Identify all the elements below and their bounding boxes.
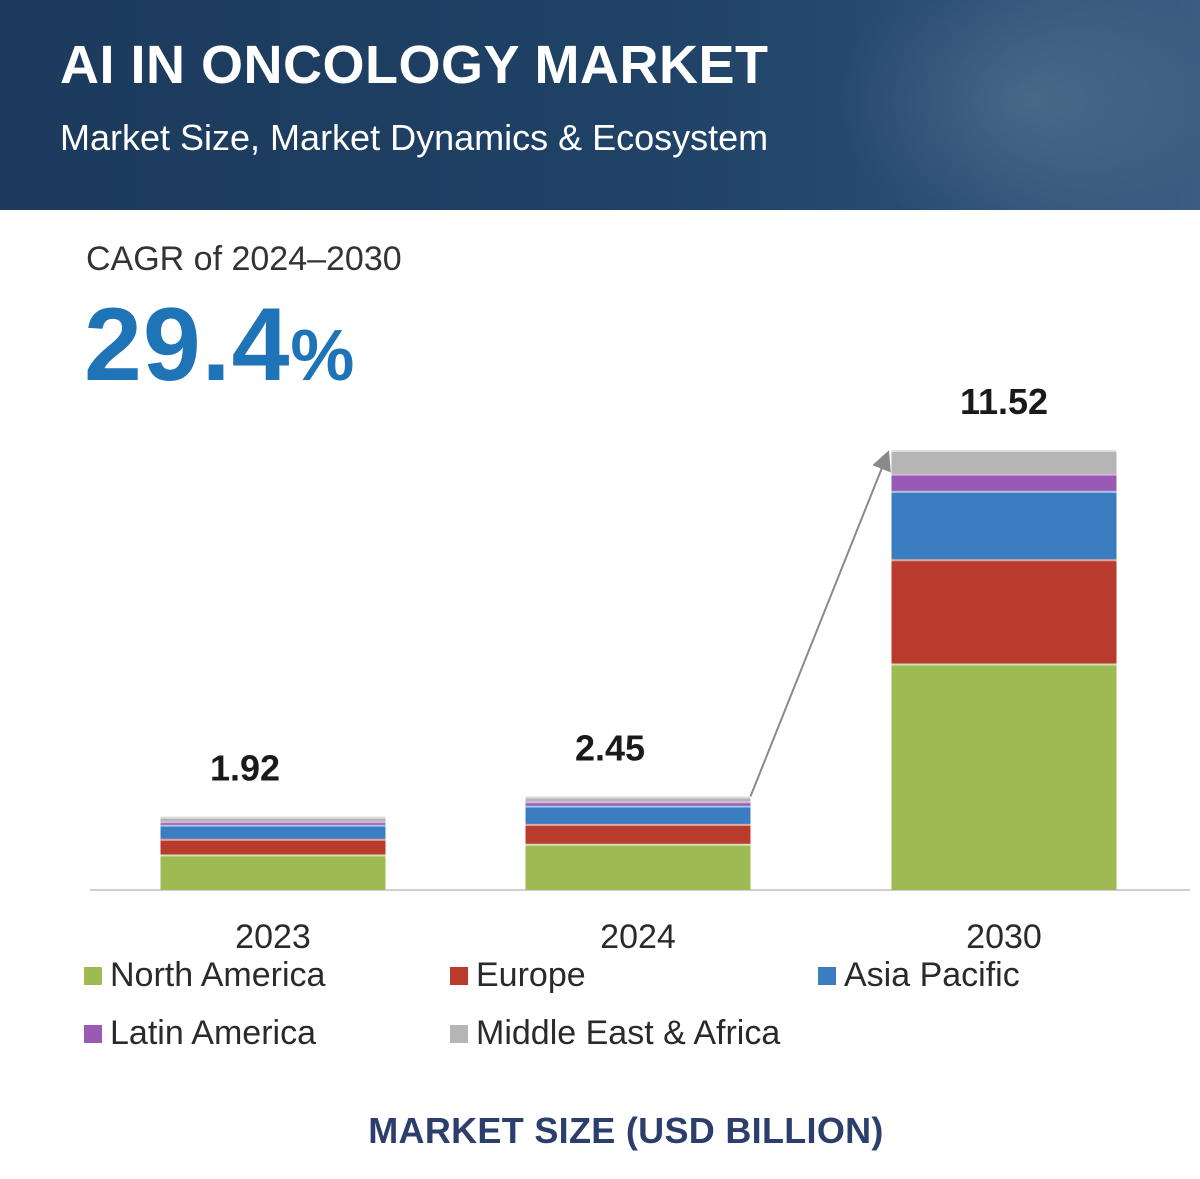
bar-segment-2024-middle-east-africa: [525, 796, 751, 802]
bar-total-label-2023: 1.92: [210, 748, 280, 789]
legend-label: Latin America: [110, 1014, 316, 1052]
chart-axis-title: MARKET SIZE (USD BILLION): [368, 1110, 884, 1151]
header-decoration: [820, 0, 1200, 210]
bar-segment-2030-middle-east-africa: [891, 450, 1117, 474]
legend-swatch: [84, 1024, 102, 1043]
bar-segment-2030-asia-pacific: [891, 490, 1117, 560]
bar-segment-2030-europe: [891, 559, 1117, 664]
bar-segment-separator: [525, 823, 751, 826]
x-tick-label-2024: 2024: [600, 918, 676, 956]
bar-segment-separator: [891, 490, 1117, 493]
legend-swatch: [84, 966, 102, 985]
cagr-unit: %: [290, 316, 356, 396]
bar-segment-separator: [891, 559, 1117, 562]
legend-swatch: [450, 966, 468, 985]
header-banner: AI IN ONCOLOGY MARKET Market Size, Marke…: [0, 0, 1200, 210]
legend-swatch: [450, 1024, 468, 1043]
bar-segment-separator: [525, 796, 751, 799]
cagr-value: 29.4%: [84, 286, 355, 405]
bar-segment-2024-north-america: [525, 843, 751, 890]
bar-segment-2030-north-america: [891, 663, 1117, 890]
legend-label: Asia Pacific: [844, 956, 1020, 994]
bar-segment-2024-europe: [525, 823, 751, 844]
bar-segment-separator: [160, 816, 386, 819]
page-subtitle: Market Size, Market Dynamics & Ecosystem: [60, 117, 769, 158]
x-tick-label-2023: 2023: [235, 918, 311, 956]
bar-segment-separator: [160, 838, 386, 841]
legend-item-north-america: North America: [84, 956, 325, 995]
legend-swatch: [818, 966, 836, 985]
legend-item-middle-east-africa: Middle East & Africa: [450, 1014, 780, 1053]
bars-group: 1.92 2023 2.45 2024 11.52 2030: [160, 381, 1117, 956]
bar-segment-2023-europe: [160, 838, 386, 855]
bar-segment-separator: [160, 854, 386, 857]
cagr-number: 29.4: [84, 287, 291, 403]
legend-item-europe: Europe: [450, 956, 586, 995]
bar-segment-separator: [525, 801, 751, 804]
legend-label: North America: [110, 956, 326, 994]
legend-item-latin-america: Latin America: [84, 1014, 316, 1053]
page-title: AI IN ONCOLOGY MARKET: [60, 35, 769, 95]
bar-segment-separator: [525, 843, 751, 846]
legend-label: Middle East & Africa: [476, 1014, 781, 1052]
growth-arrow: [749, 450, 891, 797]
bar-segment-separator: [891, 663, 1117, 666]
bar-segment-2024-asia-pacific: [525, 805, 751, 824]
bar-segment-2024-latin-america: [525, 801, 751, 806]
bar-segment-separator: [891, 473, 1117, 476]
bar-segment-separator: [891, 450, 1117, 452]
bar-total-label-2030: 11.52: [960, 381, 1048, 422]
bar-segment-separator: [525, 805, 751, 808]
legend-label: Europe: [476, 956, 586, 994]
x-tick-label-2030: 2030: [966, 918, 1042, 956]
bar-segment-separator: [160, 824, 386, 827]
bar-segment-2023-asia-pacific: [160, 824, 386, 839]
chart-legend: North America Europe Asia Pacific Latin …: [84, 956, 1184, 1076]
bar-segment-2023-north-america: [160, 854, 386, 890]
bar-segment-2030-latin-america: [891, 473, 1117, 491]
bar-segment-separator: [160, 821, 386, 824]
cagr-label: CAGR of 2024–2030: [86, 240, 402, 278]
legend-item-asia-pacific: Asia Pacific: [818, 956, 1020, 995]
bar-total-label-2024: 2.45: [575, 727, 645, 768]
bar-segment-2023-middle-east-africa: [160, 816, 386, 822]
